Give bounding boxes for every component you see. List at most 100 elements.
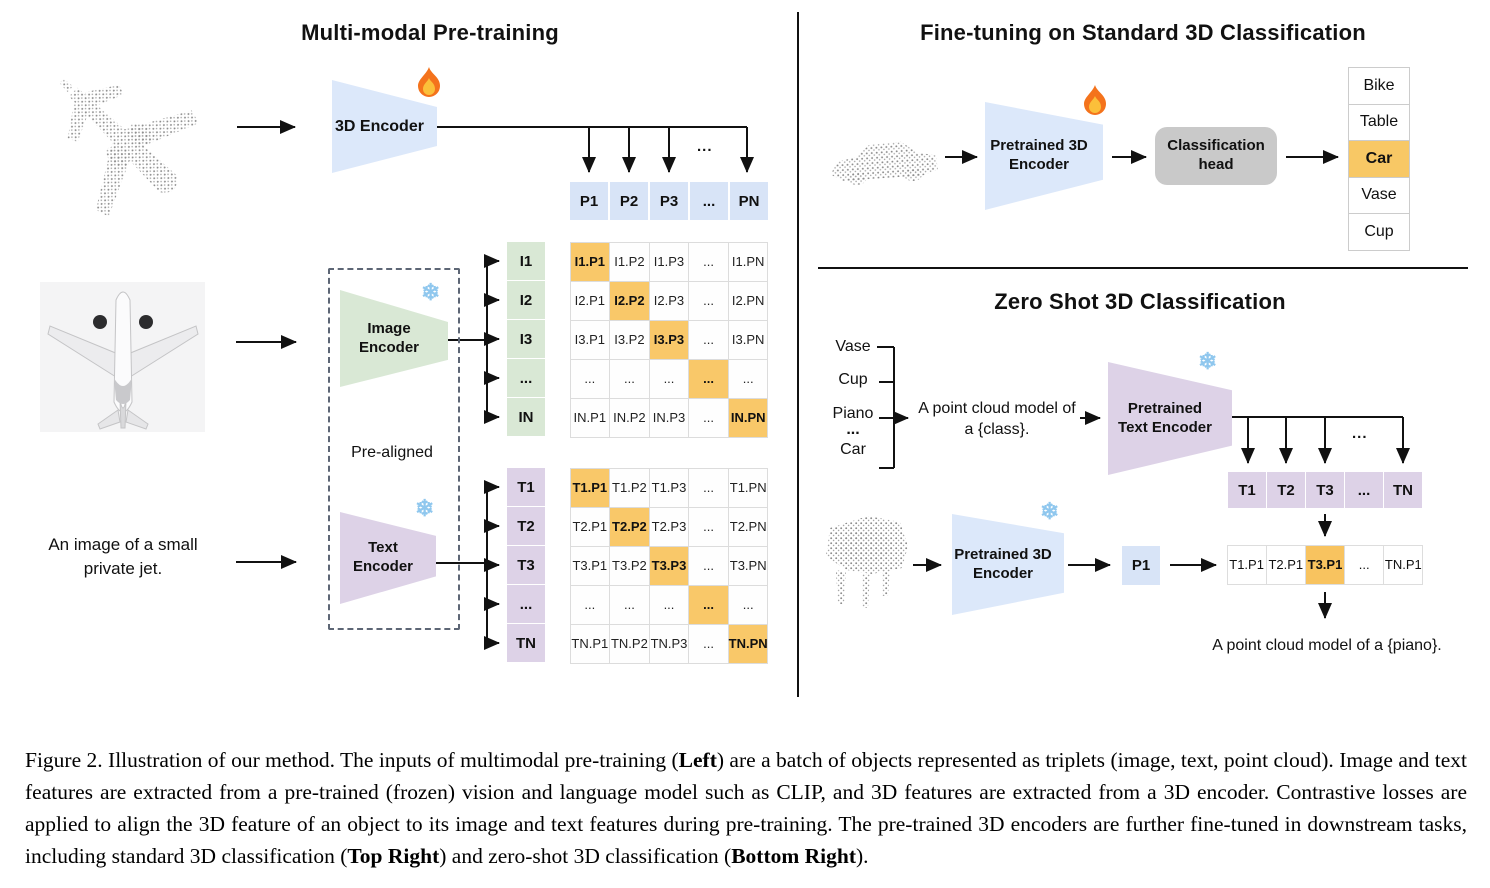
similarity-cell: ...	[688, 623, 729, 664]
similarity-cell: ...	[688, 319, 729, 360]
text-point-similarity-matrix: T1.P1 T1.P2 T1.P3... T1.PN T2.P1 T2.P2 T2.P3..…	[569, 467, 769, 664]
pretrained-text-encoder-label: Pretrained Text Encoder	[1118, 399, 1212, 436]
p1-feature-box: P1	[1122, 546, 1160, 585]
similarity-cell: I2.P3	[648, 280, 690, 321]
similarity-cell: T2.P1	[569, 506, 611, 547]
fire-icon	[1084, 85, 1106, 115]
similarity-cell: I2.P1	[569, 280, 611, 321]
image-point-similarity-matrix: I1.P1 I1.P2 I1.P3... I1.PN I2.P1 I2.P2 I2.P3..…	[569, 241, 769, 438]
t-feature-cell: T3	[1306, 472, 1344, 508]
prompt-line1: A point cloud model of	[918, 400, 1076, 417]
similarity-cell: ...	[569, 358, 611, 399]
text-feature-cell: ...	[507, 585, 545, 623]
class-cell: Car	[1348, 140, 1410, 178]
similarity-cell: ...	[569, 584, 611, 625]
similarity-cell: TN.PN	[727, 623, 769, 664]
text-feature-cell: T3	[507, 546, 545, 584]
t-feature-cell: ...	[1345, 472, 1383, 508]
pretraining-title: Multi-modal Pre-training	[301, 20, 559, 45]
similarity-cell: T2.P3	[648, 506, 690, 547]
encoder-3d-label: 3D Encoder	[335, 117, 424, 135]
similarity-cell: IN.PN	[727, 397, 769, 438]
snowflake-icon: ❄	[421, 279, 441, 305]
similarity-cell: I2.P2	[609, 280, 650, 321]
image-feature-cell: I2	[507, 281, 545, 319]
similarity-cell: T3.P1	[1304, 544, 1346, 585]
text-feature-cell: T2	[507, 507, 545, 545]
similarity-cell: ...	[609, 358, 650, 399]
zeroshot-similarity-row: T1.P1 T2.P1 T3.P1... TN.P1	[1226, 544, 1424, 585]
prompt-line2: a {class}.	[964, 420, 1030, 438]
similarity-cell: ...	[688, 397, 729, 438]
similarity-cell: TN.P1	[569, 623, 611, 664]
similarity-cell: T3.PN	[727, 545, 769, 586]
classification-head-label: Classification head	[1167, 137, 1265, 173]
similarity-cell: T1.P2	[609, 467, 650, 508]
similarity-cell: T1.P1	[569, 467, 611, 508]
class-list: Bike Table Car Vase Cup	[1348, 67, 1410, 251]
text-input-line2: private jet.	[83, 558, 163, 578]
zeroshot-t-row: T1 T2 T3... TN	[1228, 472, 1422, 508]
similarity-cell: ...	[648, 584, 690, 625]
similarity-cell: I3.P1	[569, 319, 611, 360]
zeroshot-class-label: Cup	[838, 371, 868, 388]
similarity-cell: ...	[727, 358, 769, 399]
prompt-text: A point cloud model of a {class}.	[903, 399, 1091, 441]
similarity-cell: ...	[727, 584, 769, 625]
zeroshot-class-label: Piano	[832, 405, 874, 422]
similarity-cell: TN.P1	[1383, 544, 1424, 585]
car-point-cloud	[830, 141, 938, 185]
zeroshot-class-label: ...	[846, 421, 860, 438]
p-feature-cell: P2	[610, 182, 648, 220]
similarity-cell: I1.P1	[569, 241, 611, 282]
similarity-cell: ...	[688, 358, 729, 399]
similarity-cell: I1.P2	[609, 241, 650, 282]
similarity-cell: IN.P1	[569, 397, 611, 438]
zeroshot-title: Zero Shot 3D Classification	[994, 289, 1286, 314]
similarity-cell: T1.PN	[727, 467, 769, 508]
similarity-cell: T2.P2	[609, 506, 650, 547]
similarity-cell: T2.PN	[727, 506, 769, 547]
similarity-cell: I3.P2	[609, 319, 650, 360]
class-cell: Table	[1348, 103, 1410, 141]
similarity-cell: I1.PN	[727, 241, 769, 282]
zeroshot-class-label: Car	[840, 441, 866, 458]
class-cell: Bike	[1348, 67, 1410, 105]
text-feature-column: T1 T2 T3... TN	[507, 468, 545, 662]
snowflake-icon: ❄	[415, 495, 435, 521]
similarity-cell: ...	[648, 358, 690, 399]
p-feature-row: P1 P2 P3... PN	[570, 182, 768, 220]
similarity-cell: TN.P2	[609, 623, 650, 664]
finetuning-title: Fine-tuning on Standard 3D Classificatio…	[920, 20, 1366, 45]
p-feature-cell: PN	[730, 182, 768, 220]
image-feature-cell: I3	[507, 320, 545, 358]
similarity-cell: T3.P1	[569, 545, 611, 586]
similarity-cell: I3.P3	[648, 319, 690, 360]
snowflake-icon: ❄	[1040, 498, 1060, 524]
t-feature-cell: T2	[1267, 472, 1305, 508]
similarity-cell: ...	[688, 241, 729, 282]
airplane-point-cloud	[59, 78, 199, 217]
similarity-cell: ...	[688, 467, 729, 508]
image-feature-cell: IN	[507, 398, 545, 436]
similarity-cell: I2.PN	[727, 280, 769, 321]
p-feature-cell: ...	[690, 182, 728, 220]
similarity-cell: IN.P3	[648, 397, 690, 438]
similarity-cell: ...	[688, 584, 729, 625]
similarity-cell: T3.P3	[648, 545, 690, 586]
similarity-cell: I3.PN	[727, 319, 769, 360]
text-feature-cell: T1	[507, 468, 545, 506]
similarity-cell: T1.P3	[648, 467, 690, 508]
image-feature-cell: I1	[507, 242, 545, 280]
piano-point-cloud	[826, 516, 908, 608]
classification-head: Classification head	[1155, 127, 1277, 185]
similarity-cell: T2.P1	[1265, 544, 1306, 585]
class-cell: Cup	[1348, 213, 1410, 251]
similarity-cell: T1.P1	[1226, 544, 1267, 585]
similarity-cell: ...	[609, 584, 650, 625]
class-cell: Vase	[1348, 176, 1410, 214]
text-input-caption: An image of a small private jet.	[28, 533, 218, 581]
similarity-cell: ...	[688, 545, 729, 586]
